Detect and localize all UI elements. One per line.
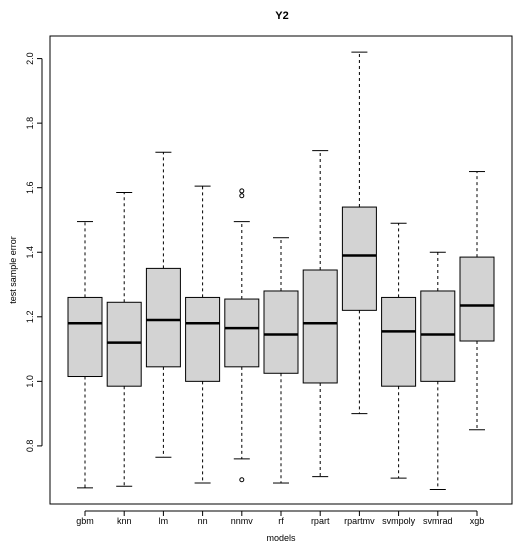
x-tick-label: rpart	[311, 516, 330, 526]
y-tick-label: 2.0	[25, 52, 35, 65]
iqr-box	[145, 267, 181, 368]
box-nn	[185, 185, 221, 484]
y-axis: 0.8 1.0 1.2 1.4 1.6 1.8 2.0	[25, 52, 43, 453]
box-rpart	[302, 150, 338, 478]
y-axis-label: test sample error	[8, 236, 18, 304]
iqr-box	[185, 296, 221, 382]
outlier-point	[239, 477, 245, 483]
y-tick-label: 1.2	[25, 311, 35, 324]
x-tick-label: rf	[278, 516, 284, 526]
box-knn	[106, 192, 142, 487]
iqr-box	[341, 206, 377, 311]
iqr-box	[420, 290, 456, 382]
iqr-box	[67, 296, 103, 378]
iqr-box	[302, 269, 338, 384]
y-tick-label: 1.6	[25, 181, 35, 194]
iqr-box	[381, 296, 417, 387]
box-svmrad	[420, 251, 456, 490]
x-tick-label: rpartmv	[344, 516, 375, 526]
x-axis-label: models	[266, 533, 296, 543]
outlier-point	[239, 193, 245, 199]
x-tick-label: gbm	[76, 516, 94, 526]
box-xgb	[459, 171, 495, 431]
x-tick-label: svmrad	[423, 516, 453, 526]
box-rpartmv	[341, 51, 377, 415]
outlier-point	[239, 188, 245, 194]
iqr-box	[106, 301, 142, 387]
y-tick-label: 1.8	[25, 117, 35, 130]
x-axis: gbm knn lm nn nnmv rf rpart rpartmv svmpoly svmra…	[76, 510, 485, 526]
box-nnmv	[224, 188, 260, 483]
x-tick-label: nnmv	[231, 516, 254, 526]
boxes	[67, 51, 495, 490]
x-tick-label: lm	[159, 516, 169, 526]
box-svmpoly	[381, 222, 417, 479]
x-tick-label: svmpoly	[382, 516, 416, 526]
box-rf	[263, 237, 299, 484]
chart-title: Y2	[275, 10, 288, 22]
y-tick-label: 1.0	[25, 375, 35, 388]
x-tick-label: knn	[117, 516, 132, 526]
plot-frame	[49, 35, 513, 505]
x-tick-label: nn	[198, 516, 208, 526]
iqr-box	[263, 290, 299, 374]
box-lm	[145, 151, 181, 458]
iqr-box	[459, 256, 495, 342]
x-tick-label: xgb	[470, 516, 485, 526]
box-gbm	[67, 221, 103, 489]
y-tick-label: 0.8	[25, 440, 35, 453]
y-tick-label: 1.4	[25, 246, 35, 259]
iqr-box	[224, 298, 260, 368]
